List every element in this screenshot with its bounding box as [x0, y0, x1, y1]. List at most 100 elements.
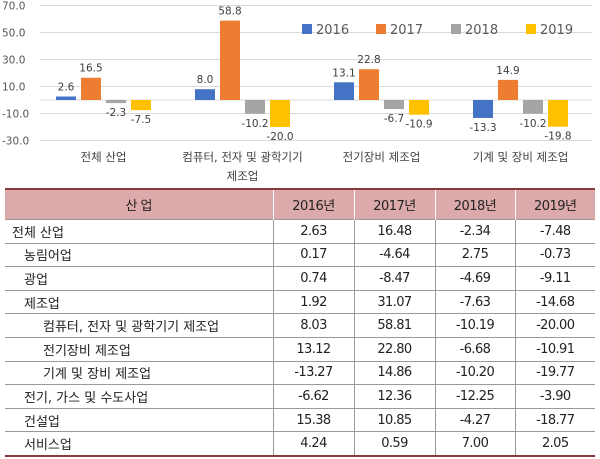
- industry-name: 기계 및 장비 제조업: [5, 360, 273, 385]
- bar-2016: [56, 96, 76, 100]
- data-label: -6.7: [384, 113, 405, 125]
- data-label: 2.6: [58, 81, 75, 93]
- data-label: -10.2: [241, 118, 268, 130]
- column-header: 2019년: [514, 188, 595, 220]
- value-cell: -19.77: [514, 360, 595, 385]
- value-cell: -10.19: [434, 313, 515, 338]
- value-cell: 12.36: [353, 384, 435, 409]
- value-cell: 2.05: [514, 431, 595, 457]
- bar-2017: [498, 79, 518, 100]
- column-header: 2017년: [353, 188, 435, 220]
- value-cell: 7.00: [434, 431, 515, 457]
- data-label: -7.5: [131, 114, 152, 126]
- industry-name: 컴퓨터, 전자 및 광학기기 제조업: [5, 313, 273, 338]
- industry-name: 제조업: [5, 289, 273, 314]
- value-cell: -4.64: [353, 242, 435, 267]
- bar-chart: 70.0 50.0 30.0 10.0 -10.0 -30.0 2.6 8.0 13.1 -13.…: [2, 1, 592, 183]
- bar-2016: [195, 89, 215, 100]
- value-cell: 31.07: [353, 289, 435, 314]
- bar-2016: [473, 100, 493, 118]
- table-row: 제조업 1.92 31.07 -7.63 -14.68: [5, 289, 595, 314]
- data-label: 8.0: [197, 74, 214, 86]
- value-cell: 8.03: [272, 313, 354, 338]
- bar-2016: [334, 82, 354, 100]
- value-cell: -12.25: [434, 384, 515, 409]
- value-cell: 10.85: [353, 407, 435, 432]
- value-cell: -4.27: [434, 407, 515, 432]
- y-tick-label: 10.0: [2, 82, 25, 94]
- value-cell: -20.00: [514, 313, 595, 338]
- data-label: 14.9: [496, 65, 519, 77]
- data-label: 22.8: [357, 54, 380, 66]
- value-cell: -14.68: [514, 289, 595, 314]
- y-tick-label: -30.0: [2, 136, 29, 148]
- category-label: 기계 및 장비 제조업: [473, 150, 569, 164]
- bar-2018: [523, 100, 543, 114]
- table-row: 건설업 15.38 10.85 -4.27 -18.77: [5, 407, 595, 432]
- industry-name: 건설업: [5, 407, 273, 432]
- value-cell: 16.48: [353, 219, 435, 244]
- legend-swatch-2018: [451, 24, 461, 34]
- value-cell: -0.73: [514, 242, 595, 267]
- bar-2018: [384, 100, 404, 110]
- table-row: 기계 및 장비 제조업 -13.27 14.86 -10.20 -19.77: [5, 360, 595, 385]
- legend-swatch-2016: [302, 24, 312, 34]
- category-label: 컴퓨터, 전자 및 광학기기: [182, 150, 302, 164]
- data-label: -20.0: [266, 131, 293, 143]
- value-cell: -4.69: [434, 266, 515, 291]
- data-label: -13.3: [469, 122, 496, 134]
- bar-2019: [131, 100, 151, 111]
- table-row: 전기장비 제조업 13.12 22.80 -6.68 -10.91: [5, 336, 595, 362]
- value-cell: -8.47: [353, 266, 435, 291]
- data-label: -10.2: [519, 118, 546, 130]
- category-label: 전체 산업: [81, 150, 127, 164]
- bar-2017: [359, 69, 379, 100]
- y-tick-label: 70.0: [2, 1, 25, 13]
- industry-name: 농림어업: [5, 242, 273, 267]
- table-header-row: 산 업 2016년 2017년 2018년 2019년: [5, 188, 595, 220]
- value-cell: -6.68: [434, 336, 515, 362]
- data-label: -10.9: [405, 119, 432, 131]
- industry-name: 전기, 가스 및 수도사업: [5, 384, 273, 409]
- value-cell: 2.75: [434, 242, 515, 267]
- value-cell: -2.34: [434, 219, 515, 244]
- value-cell: 0.59: [353, 431, 435, 457]
- value-cell: 58.81: [353, 313, 435, 338]
- industry-name: 서비스업: [5, 431, 273, 457]
- value-cell: -18.77: [514, 407, 595, 432]
- legend-swatch-2019: [526, 24, 536, 34]
- value-cell: 1.92: [272, 289, 354, 314]
- value-cell: -7.48: [514, 219, 595, 244]
- value-cell: -7.63: [434, 289, 515, 314]
- value-cell: 13.12: [272, 336, 354, 362]
- table-row: 전기, 가스 및 수도사업 -6.62 12.36 -12.25 -3.90: [5, 384, 595, 409]
- bar-2017: [81, 77, 101, 100]
- column-header: 2016년: [272, 188, 354, 220]
- value-cell: -3.90: [514, 384, 595, 409]
- table-row: 광업 0.74 -8.47 -4.69 -9.11: [5, 266, 595, 291]
- value-cell: 0.17: [272, 242, 354, 267]
- industry-name: 광업: [5, 266, 273, 291]
- legend-label: 2016: [316, 23, 349, 38]
- legend-label: 2018: [465, 23, 498, 38]
- y-tick-label: 50.0: [2, 28, 25, 40]
- bar-2017: [220, 20, 240, 100]
- category-label: 전기장비 제조업: [343, 150, 421, 164]
- bar-2019: [270, 100, 290, 127]
- legend-label: 2017: [390, 23, 423, 38]
- table-row: 컴퓨터, 전자 및 광학기기 제조업 8.03 58.81 -10.19 -20.00: [5, 313, 595, 338]
- value-cell: 14.86: [353, 360, 435, 385]
- data-table: 산 업 2016년 2017년 2018년 2019년 전체 산업 2.63 16.48 -2…: [5, 188, 595, 457]
- category-label: 제조업: [227, 169, 259, 183]
- value-cell: -6.62: [272, 384, 354, 409]
- data-label: 58.8: [218, 6, 241, 18]
- bar-2019: [548, 100, 568, 127]
- value-cell: 0.74: [272, 266, 354, 291]
- y-tick-label: -10.0: [2, 109, 29, 121]
- value-cell: -10.91: [514, 336, 595, 362]
- table-row: 농림어업 0.17 -4.64 2.75 -0.73: [5, 242, 595, 267]
- value-cell: 4.24: [272, 431, 354, 457]
- value-cell: 2.63: [272, 219, 354, 244]
- data-label: -2.3: [106, 107, 127, 119]
- table-row: 서비스업 4.24 0.59 7.00 2.05: [5, 431, 595, 457]
